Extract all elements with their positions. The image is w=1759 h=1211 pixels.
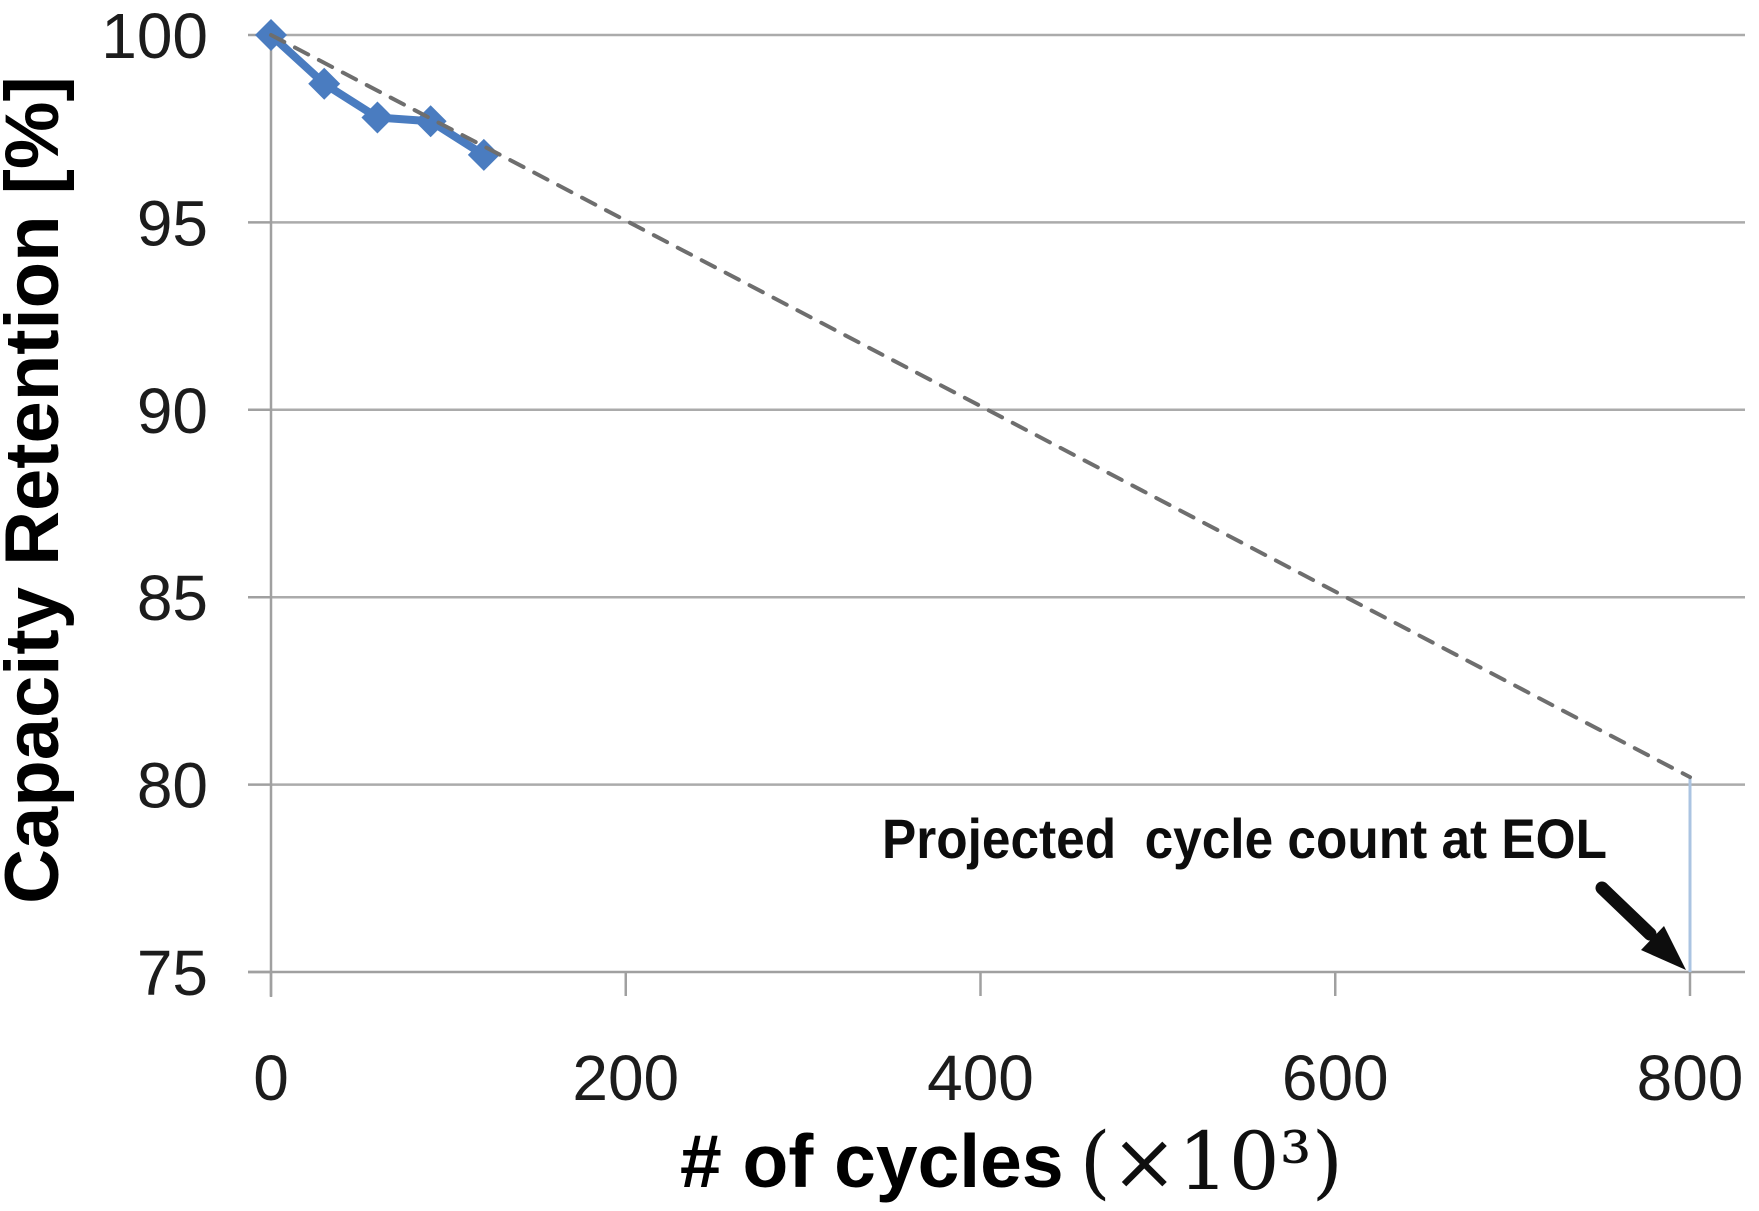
- x-tick-label-600: 600: [1282, 1042, 1389, 1114]
- y-tick-label-85: 85: [137, 562, 208, 634]
- x-tick-label-0: 0: [253, 1042, 289, 1114]
- linear-projection-to-eol-line: [269, 33, 1692, 780]
- x-tick-label-400: 400: [927, 1042, 1034, 1114]
- axes-layer: [248, 33, 1745, 997]
- x-axis-title-main: # of cycles: [680, 1119, 1064, 1203]
- eol-arrow-shaft: [1595, 881, 1657, 941]
- y-tick-label-75: 75: [137, 937, 208, 1009]
- x-axis-title: # of cycles (×10³): [680, 1115, 1343, 1208]
- series-layer: [255, 19, 1692, 972]
- gridlines-layer: [271, 33, 1745, 786]
- data-point-marker: [467, 138, 500, 171]
- y-tick-label-90: 90: [137, 375, 208, 447]
- y-axis-title: Capacity Retention [%]: [0, 76, 75, 904]
- y-tick-label-100: 100: [101, 0, 208, 72]
- x-tick-label-200: 200: [572, 1042, 679, 1114]
- y-tick-label-80: 80: [137, 750, 208, 822]
- x-axis-title-units: (×10³): [1080, 1115, 1343, 1208]
- x-tick-label-800: 800: [1637, 1042, 1744, 1114]
- y-tick-label-95: 95: [137, 187, 208, 259]
- eol-arrow-head: [1641, 926, 1686, 970]
- data-point-marker: [361, 101, 394, 134]
- data-point-marker: [308, 67, 341, 100]
- eol-annotation-label: Projected cycle count at EOL: [882, 807, 1607, 870]
- tick-labels-layer: 100 95 90 85 80 75 0 200 400 600 800: [101, 0, 1743, 1114]
- eol-annotation-arrow: [1595, 881, 1686, 970]
